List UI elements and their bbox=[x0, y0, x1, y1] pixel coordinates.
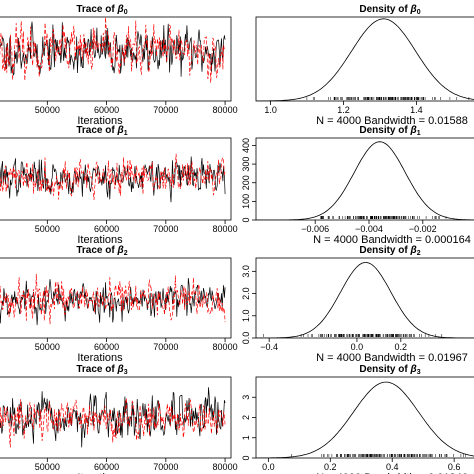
panel-title: Trace of β0 bbox=[76, 4, 127, 16]
x-tick-label: 60000 bbox=[94, 105, 119, 115]
y-tick-label: 1.0 bbox=[241, 310, 251, 323]
panel-frame bbox=[255, 16, 474, 102]
x-tick-label: 1.4 bbox=[410, 105, 423, 115]
panel-title: Density of β0 bbox=[359, 4, 420, 16]
y-tick-label: 2 bbox=[241, 415, 251, 420]
x-tick-label: 70000 bbox=[153, 462, 178, 472]
n-bandwidth-label: N = 4000 Bandwidth = 0.000164 bbox=[313, 234, 471, 246]
trace-series-2 bbox=[0, 153, 226, 200]
trace-series-1 bbox=[0, 156, 226, 203]
x-tick-label: 80000 bbox=[213, 462, 238, 472]
x-tick-label: 50000 bbox=[35, 462, 60, 472]
x-tick-label: 0.6 bbox=[448, 462, 461, 472]
x-tick-label: 0.2 bbox=[395, 342, 408, 352]
y-tick-label: 0.0 bbox=[241, 332, 251, 345]
plot-area bbox=[256, 18, 474, 101]
n-bandwidth-label: N = 4000 Bandwidth = 0.01588 bbox=[316, 115, 468, 127]
y-tick-label: 400 bbox=[241, 138, 251, 153]
density-rug bbox=[263, 334, 443, 337]
density-curve bbox=[256, 18, 474, 101]
plot-area bbox=[0, 273, 226, 326]
density-rug bbox=[306, 97, 470, 100]
plot-area bbox=[0, 387, 226, 448]
density-panel-2: Density of β2 −0.4 0.0 0.2 0.0 1.0 2.0 3.0 N = 4… bbox=[241, 245, 474, 364]
plot-area bbox=[256, 381, 474, 458]
y-tick-label: 1 bbox=[241, 435, 251, 440]
panel-title: Trace of β3 bbox=[76, 364, 127, 376]
density-curve bbox=[256, 141, 474, 220]
trace-series-1 bbox=[0, 21, 226, 77]
y-tick-label: 2.0 bbox=[241, 287, 251, 300]
trace-series-2 bbox=[0, 398, 226, 448]
y-tick-label: 3.0 bbox=[241, 265, 251, 278]
x-tick-label: 0.4 bbox=[386, 462, 399, 472]
trace-panel-1: Trace of β1 50000 60000 70000 80000 Iteration… bbox=[0, 125, 238, 246]
trace-panel-2: Trace of β2 50000 60000 70000 80000 Iteration… bbox=[0, 245, 238, 364]
x-tick-label: 50000 bbox=[35, 224, 60, 234]
trace-series-1 bbox=[0, 387, 226, 448]
density-rug bbox=[291, 454, 466, 457]
x-axis-label: Iterations bbox=[77, 472, 123, 474]
x-axis-label: Iterations bbox=[77, 234, 123, 246]
x-tick-label: 70000 bbox=[153, 342, 178, 352]
panel-frame bbox=[255, 137, 474, 221]
panel-frame bbox=[0, 376, 232, 459]
trace-series-2 bbox=[0, 273, 226, 325]
x-tick-label: 60000 bbox=[94, 342, 119, 352]
x-tick-label: 70000 bbox=[153, 105, 178, 115]
density-panel-0: Density of β01.01.21.41N = 4000 Bandwidt… bbox=[255, 4, 474, 127]
x-axis-label: Iterations bbox=[77, 352, 123, 364]
plot-area bbox=[256, 262, 474, 338]
y-tick-label: 200 bbox=[241, 175, 251, 190]
x-tick-label: −0.004 bbox=[355, 224, 383, 234]
density-panel-1: Density of β1 −0.006 −0.004 −0.002 0 100 200 30… bbox=[241, 125, 474, 246]
panel-title: Density of β1 bbox=[359, 125, 420, 137]
n-bandwidth-label: N = 4000 Bandwidth = 0.01846 bbox=[316, 472, 468, 474]
x-tick-label: −0.006 bbox=[301, 224, 329, 234]
plot-area bbox=[256, 141, 474, 220]
panel-frame bbox=[0, 137, 232, 221]
x-tick-label: 60000 bbox=[94, 462, 119, 472]
x-tick-label: −0.002 bbox=[409, 224, 437, 234]
panel-frame bbox=[0, 257, 232, 339]
y-tick-label: 300 bbox=[241, 157, 251, 172]
x-tick-label: 0.0 bbox=[351, 342, 364, 352]
y-tick-label: 100 bbox=[241, 194, 251, 209]
x-tick-label: 80000 bbox=[213, 342, 238, 352]
panel-frame bbox=[0, 16, 232, 102]
x-tick-label: 0.2 bbox=[324, 462, 337, 472]
x-tick-label: 80000 bbox=[213, 105, 238, 115]
n-bandwidth-label: N = 4000 Bandwidth = 0.01967 bbox=[316, 352, 468, 364]
panel-title: Density of β2 bbox=[359, 245, 420, 257]
trace-panel-0: Trace of β0 50000 60000 70000 80000 Iteration… bbox=[0, 4, 238, 127]
x-tick-label: 0.0 bbox=[262, 462, 275, 472]
x-tick-label: 1.2 bbox=[337, 105, 350, 115]
x-tick-label: 80000 bbox=[213, 224, 238, 234]
density-rug bbox=[320, 216, 447, 219]
x-tick-label: 70000 bbox=[153, 224, 178, 234]
x-tick-label: −0.4 bbox=[260, 342, 278, 352]
panel-title: Trace of β1 bbox=[76, 125, 127, 137]
panel-title: Trace of β2 bbox=[76, 245, 127, 257]
panel-frame bbox=[255, 376, 474, 459]
x-tick-label: 60000 bbox=[94, 224, 119, 234]
y-tick-label: 0 bbox=[241, 217, 251, 222]
x-tick-label: 1.0 bbox=[264, 105, 277, 115]
density-curve bbox=[256, 381, 474, 458]
x-tick-label: 50000 bbox=[35, 105, 60, 115]
x-axis-label: Iterations bbox=[77, 115, 123, 127]
trace-panel-3: Trace of β3 50000 60000 70000 80000 Iteration… bbox=[0, 364, 238, 474]
x-tick-label: 50000 bbox=[35, 342, 60, 352]
panel-frame bbox=[255, 257, 474, 339]
panel-title: Density of β3 bbox=[359, 364, 420, 376]
density-panel-3: Density of β3 0.0 0.2 0.4 0.6 0 1 2 3 N = 4000 Ba… bbox=[241, 364, 474, 474]
plot-area bbox=[0, 17, 226, 83]
density-curve bbox=[256, 262, 474, 338]
y-tick-label: 0 bbox=[241, 455, 251, 460]
plot-area bbox=[0, 153, 226, 203]
trace-series-2 bbox=[0, 17, 226, 83]
y-tick-label: 3 bbox=[241, 395, 251, 400]
